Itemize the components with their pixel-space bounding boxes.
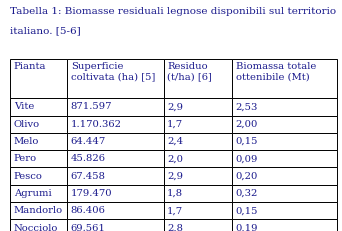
Text: 1,7: 1,7 [167, 206, 183, 215]
Bar [67, 133, 164, 150]
Text: Pianta: Pianta [14, 62, 46, 71]
Text: Superficie
coltivata (ha) [5]: Superficie coltivata (ha) [5] [71, 62, 155, 81]
Text: 2,4: 2,4 [167, 137, 183, 146]
Text: 2,8: 2,8 [167, 224, 183, 231]
Bar [67, 59, 164, 98]
Bar [232, 185, 337, 202]
Bar [67, 98, 164, 116]
Bar [164, 98, 232, 116]
Text: Vite: Vite [14, 102, 34, 111]
Bar [164, 59, 232, 98]
Text: Mandorlo: Mandorlo [14, 206, 63, 215]
Bar [232, 219, 337, 231]
Bar [67, 202, 164, 219]
Text: Agrumi: Agrumi [14, 189, 51, 198]
Bar [164, 116, 232, 133]
Text: 2,00: 2,00 [236, 120, 258, 129]
Text: 0,20: 0,20 [236, 172, 258, 181]
Bar [10, 150, 67, 167]
Text: 0,15: 0,15 [236, 206, 258, 215]
Bar [67, 116, 164, 133]
Text: 871.597: 871.597 [71, 102, 112, 111]
Text: 1,7: 1,7 [167, 120, 183, 129]
Bar [164, 167, 232, 185]
Bar [10, 185, 67, 202]
Text: 1,8: 1,8 [167, 189, 183, 198]
Bar [164, 150, 232, 167]
Bar [232, 202, 337, 219]
Text: 2,0: 2,0 [167, 154, 183, 163]
Text: 2,9: 2,9 [167, 172, 183, 181]
Text: Pero: Pero [14, 154, 37, 163]
Text: Olivo: Olivo [14, 120, 40, 129]
Bar [10, 167, 67, 185]
Text: 0,15: 0,15 [236, 137, 258, 146]
Text: Melo: Melo [14, 137, 39, 146]
Bar [232, 150, 337, 167]
Text: Biomassa totale
ottenibile (Mt): Biomassa totale ottenibile (Mt) [236, 62, 316, 81]
Text: 2,9: 2,9 [167, 102, 183, 111]
Text: 0,32: 0,32 [236, 189, 258, 198]
Bar [67, 150, 164, 167]
Text: 179.470: 179.470 [71, 189, 113, 198]
Text: 86.406: 86.406 [71, 206, 106, 215]
Bar [10, 202, 67, 219]
Bar [67, 185, 164, 202]
Text: italiano. [5-6]: italiano. [5-6] [10, 27, 81, 36]
Bar [67, 219, 164, 231]
Text: 45.826: 45.826 [71, 154, 106, 163]
Text: 2,53: 2,53 [236, 102, 258, 111]
Bar [67, 167, 164, 185]
Bar [164, 133, 232, 150]
Text: 69.561: 69.561 [71, 224, 106, 231]
Text: 1.170.362: 1.170.362 [71, 120, 122, 129]
Text: Nocciolo: Nocciolo [14, 224, 58, 231]
Text: 64.447: 64.447 [71, 137, 106, 146]
Bar [164, 185, 232, 202]
Bar [10, 59, 67, 98]
Bar [10, 98, 67, 116]
Text: 67.458: 67.458 [71, 172, 106, 181]
Bar [10, 116, 67, 133]
Bar [232, 133, 337, 150]
Text: Residuo
(t/ha) [6]: Residuo (t/ha) [6] [167, 62, 212, 81]
Bar [232, 167, 337, 185]
Text: Tabella 1: Biomasse residuali legnose disponibili sul territorio: Tabella 1: Biomasse residuali legnose di… [10, 7, 337, 16]
Bar [232, 116, 337, 133]
Bar [10, 219, 67, 231]
Bar [232, 59, 337, 98]
Bar [10, 133, 67, 150]
Bar [164, 219, 232, 231]
Text: Pesco: Pesco [14, 172, 42, 181]
Bar [232, 98, 337, 116]
Bar [164, 202, 232, 219]
Text: 0,19: 0,19 [236, 224, 258, 231]
Text: 0,09: 0,09 [236, 154, 258, 163]
